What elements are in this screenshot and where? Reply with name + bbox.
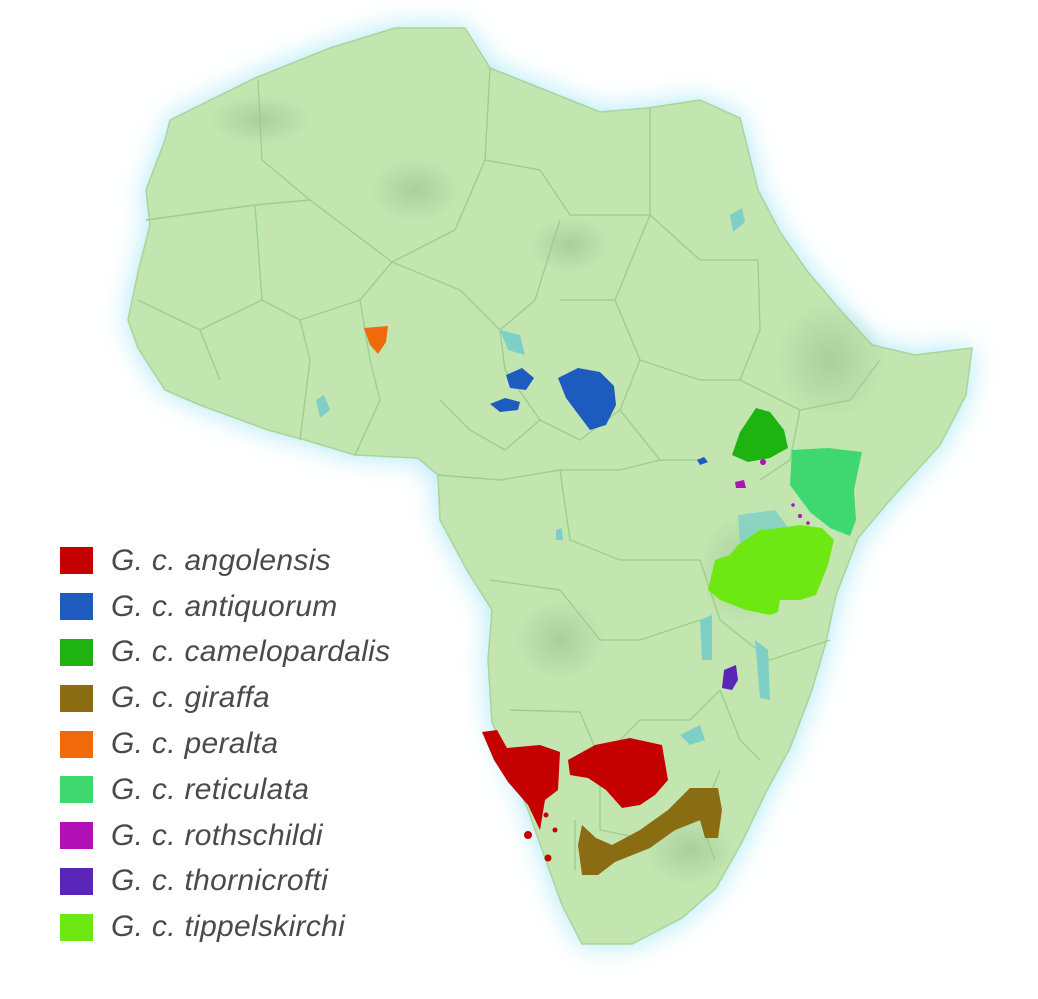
legend-item-camelopardalis: G. c. camelopardalis: [60, 630, 390, 676]
range-antiquorum-main: [558, 368, 616, 430]
range-angolensis-spot: [524, 831, 532, 839]
range-rothschildi-spot: [760, 459, 766, 465]
legend-label-rothschildi: G. c. rothschildi: [111, 818, 323, 852]
legend-item-angolensis: G. c. angolensis: [60, 538, 390, 584]
legend-swatch-camelopardalis: [60, 638, 93, 666]
legend-swatch-peralta: [60, 730, 93, 758]
range-giraffa: [578, 788, 722, 875]
range-tippelskirchi: [708, 525, 834, 615]
legend-swatch-tippelskirchi: [60, 913, 93, 941]
legend-label-reticulata: G. c. reticulata: [111, 772, 310, 806]
legend-label-camelopardalis: G. c. camelopardalis: [111, 635, 391, 669]
legend-label-peralta: G. c. peralta: [111, 727, 279, 761]
range-thornicrofti: [722, 665, 738, 690]
range-antiquorum-north: [506, 368, 534, 390]
range-angolensis-spot: [543, 812, 549, 818]
subspecies-ranges: [364, 326, 862, 875]
range-angolensis-east: [568, 738, 668, 808]
legend: G. c. angolensis G. c. antiquorum G. c. …: [60, 538, 390, 950]
legend-label-giraffa: G. c. giraffa: [111, 681, 270, 715]
legend-item-rothschildi: G. c. rothschildi: [60, 813, 390, 859]
range-antiquorum-small: [697, 457, 708, 465]
legend-swatch-angolensis: [60, 547, 93, 575]
legend-swatch-antiquorum: [60, 593, 93, 621]
range-antiquorum-south: [490, 398, 520, 412]
legend-item-peralta: G. c. peralta: [60, 721, 390, 767]
range-rothschildi-spot: [791, 503, 795, 507]
range-rothschildi-spot: [806, 521, 810, 525]
legend-swatch-giraffa: [60, 684, 93, 712]
range-reticulata: [790, 448, 862, 536]
legend-label-angolensis: G. c. angolensis: [111, 543, 331, 577]
legend-item-giraffa: G. c. giraffa: [60, 675, 390, 721]
range-angolensis-spot: [552, 827, 558, 833]
range-angolensis-spot: [544, 854, 552, 862]
range-angolensis-west: [482, 730, 560, 830]
legend-swatch-rothschildi: [60, 822, 93, 850]
legend-label-thornicrofti: G. c. thornicrofti: [111, 864, 329, 898]
legend-item-antiquorum: G. c. antiquorum: [60, 584, 390, 630]
legend-label-tippelskirchi: G. c. tippelskirchi: [111, 910, 346, 944]
range-rothschildi-spot: [798, 514, 802, 518]
legend-label-antiquorum: G. c. antiquorum: [111, 589, 338, 623]
legend-swatch-thornicrofti: [60, 867, 93, 895]
africa-landmass: [127, 27, 973, 945]
range-camelopardalis: [732, 408, 788, 462]
legend-swatch-reticulata: [60, 776, 93, 804]
legend-item-tippelskirchi: G. c. tippelskirchi: [60, 904, 390, 950]
range-rothschildi: [735, 480, 746, 488]
legend-item-reticulata: G. c. reticulata: [60, 767, 390, 813]
legend-item-thornicrofti: G. c. thornicrofti: [60, 859, 390, 905]
range-peralta: [364, 326, 388, 354]
